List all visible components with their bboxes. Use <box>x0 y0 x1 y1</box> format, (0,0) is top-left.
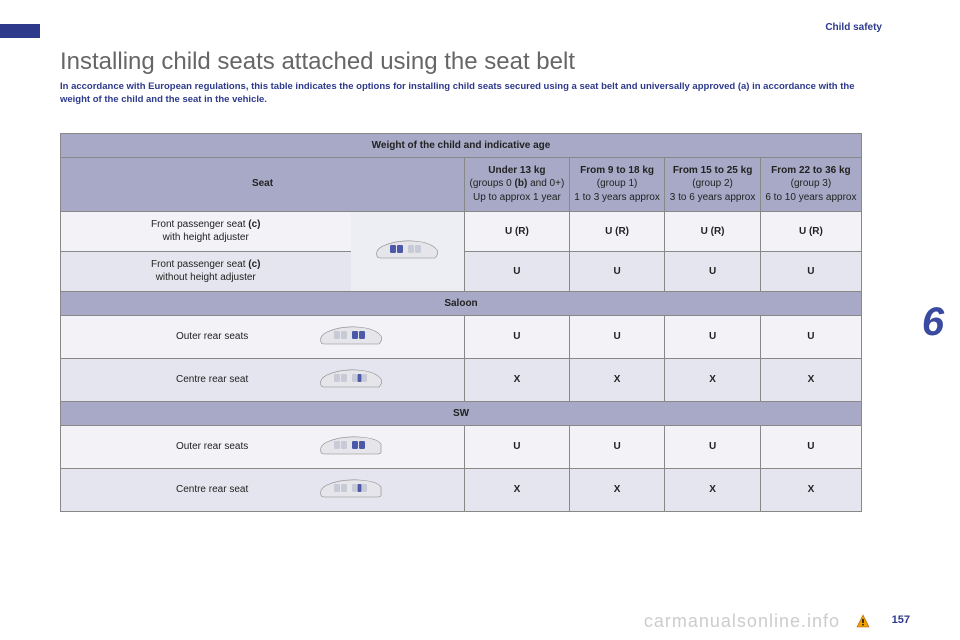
weight-col-2: From 15 to 25 kg (group 2) 3 to 6 years … <box>665 157 761 211</box>
section-label: Child safety <box>825 22 882 33</box>
col-sub1: (group 3) <box>791 178 832 189</box>
value-cell: U <box>569 315 665 358</box>
page-number: 157 <box>892 614 910 626</box>
sub-header-saloon: Saloon <box>61 291 862 315</box>
intro-paragraph: In accordance with European regulations,… <box>60 80 870 107</box>
value-cell: X <box>569 468 665 511</box>
table-row: Centre rear seat X X X X <box>61 358 862 401</box>
weight-col-3: From 22 to 36 kg (group 3) 6 to 10 years… <box>760 157 861 211</box>
col-sub2: 6 to 10 years approx <box>765 192 856 203</box>
weight-col-1: From 9 to 18 kg (group 1) 1 to 3 years a… <box>569 157 665 211</box>
value-cell: U <box>760 251 861 291</box>
table-row: Outer rear seats U U U U <box>61 425 862 468</box>
value-cell: U <box>665 425 761 468</box>
value-cell: U (R) <box>665 211 761 251</box>
col-title: From 9 to 18 kg <box>580 165 654 176</box>
seat-label: Outer rear seats <box>140 330 285 344</box>
value-cell: U (R) <box>760 211 861 251</box>
seat-label: Front passenger seat (c)without height a… <box>133 258 278 285</box>
table-column-header-row: Seat Under 13 kg (groups 0 (b) and 0+) U… <box>61 157 862 211</box>
top-header: Weight of the child and indicative age <box>61 133 862 157</box>
value-cell: U (R) <box>569 211 665 251</box>
col-sub1: (group 1) <box>597 178 638 189</box>
page-title: Installing child seats attached using th… <box>60 48 910 76</box>
car-seats-icon <box>317 365 385 395</box>
manual-page: Child safety Installing child seats atta… <box>0 0 960 640</box>
value-cell: U <box>569 251 665 291</box>
value-cell: U <box>465 425 570 468</box>
chapter-badge: 6 <box>908 300 958 350</box>
value-cell: U (R) <box>465 211 570 251</box>
value-cell: U <box>760 425 861 468</box>
table-header-row: Weight of the child and indicative age <box>61 133 862 157</box>
sub-header-sw: SW <box>61 401 862 425</box>
col-title: From 15 to 25 kg <box>673 165 752 176</box>
col-title: From 22 to 36 kg <box>771 165 850 176</box>
sub-header-row: SW <box>61 401 862 425</box>
col-title: Under 13 kg <box>488 165 545 176</box>
seat-cell: Centre rear seat <box>61 468 465 511</box>
value-cell: X <box>465 468 570 511</box>
value-cell: U <box>465 315 570 358</box>
seat-cell: Outer rear seats <box>61 315 465 358</box>
value-cell: U <box>760 315 861 358</box>
seat-label: Centre rear seat <box>140 483 285 497</box>
value-cell: X <box>569 358 665 401</box>
seat-icon-cell <box>351 211 465 291</box>
seat-cell: Front passenger seat (c)with height adju… <box>61 211 351 251</box>
car-seats-icon <box>317 432 385 462</box>
seat-cell: Front passenger seat (c)without height a… <box>61 251 351 291</box>
seat-label: Outer rear seats <box>140 440 285 454</box>
seat-column-header: Seat <box>61 157 465 211</box>
header-accent-bar <box>0 24 40 38</box>
table-row: Centre rear seat X X X X <box>61 468 862 511</box>
child-seat-table: Weight of the child and indicative age S… <box>60 133 862 512</box>
chapter-number: 6 <box>922 300 944 344</box>
sub-header-row: Saloon <box>61 291 862 315</box>
value-cell: U <box>465 251 570 291</box>
seat-cell: Outer rear seats <box>61 425 465 468</box>
col-sub2: 1 to 3 years approx <box>574 192 660 203</box>
value-cell: X <box>665 358 761 401</box>
value-cell: X <box>665 468 761 511</box>
car-seats-icon <box>317 322 385 352</box>
car-seats-icon <box>373 236 441 266</box>
seat-label: Front passenger seat (c)with height adju… <box>133 218 278 245</box>
car-seats-icon <box>317 475 385 505</box>
value-cell: X <box>465 358 570 401</box>
table-row: Front passenger seat (c)with height adju… <box>61 211 862 251</box>
table-row: Outer rear seats U U U U <box>61 315 862 358</box>
col-sub2: 3 to 6 years approx <box>670 192 756 203</box>
col-sub1: (groups 0 (b) and 0+) <box>470 178 565 189</box>
warning-icon <box>856 614 870 628</box>
value-cell: X <box>760 358 861 401</box>
col-sub1: (group 2) <box>692 178 733 189</box>
col-sub2: Up to approx 1 year <box>473 192 561 203</box>
value-cell: X <box>760 468 861 511</box>
seat-label: Centre rear seat <box>140 373 285 387</box>
weight-col-0: Under 13 kg (groups 0 (b) and 0+) Up to … <box>465 157 570 211</box>
value-cell: U <box>665 251 761 291</box>
value-cell: U <box>665 315 761 358</box>
watermark: carmanualsonline.info <box>644 611 840 632</box>
seat-header-label: Seat <box>252 178 273 189</box>
value-cell: U <box>569 425 665 468</box>
seat-cell: Centre rear seat <box>61 358 465 401</box>
